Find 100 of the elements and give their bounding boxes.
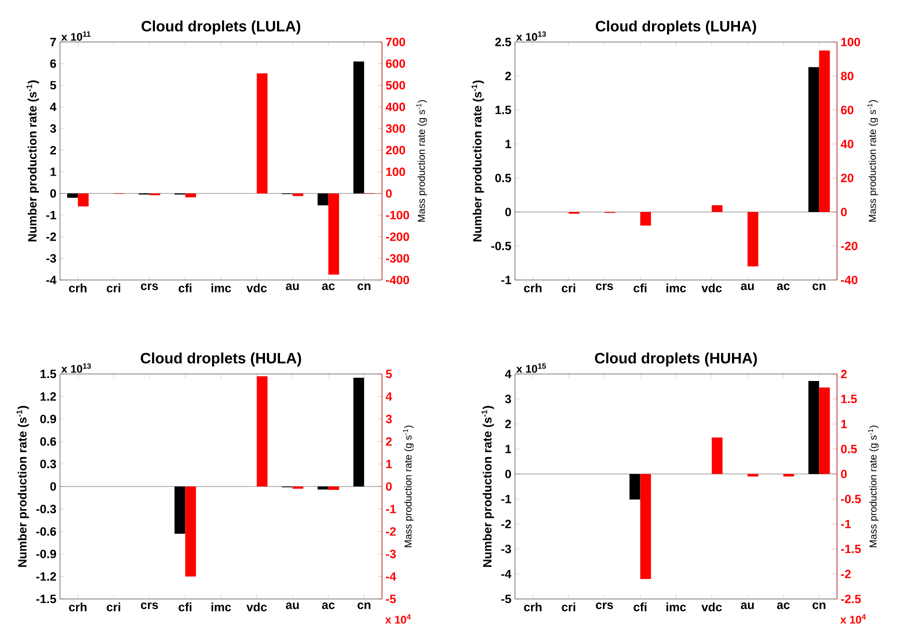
y-tick-label: 0	[50, 189, 56, 198]
text: x 10$^{4}$	[385, 614, 411, 624]
y-tick-label: -3	[501, 544, 512, 554]
x-tick-label: crh	[69, 602, 86, 612]
y-tick-label: 0	[505, 208, 511, 216]
y2-tick-label: -5	[386, 594, 396, 604]
y2-tick-label: 0.5	[841, 444, 857, 454]
x-tick-label: ac	[777, 284, 790, 290]
y2-tick-label: -100	[386, 210, 410, 220]
bar	[748, 474, 758, 476]
y-tick-label: 1	[506, 444, 512, 454]
x-tick-label: crh	[524, 284, 542, 292]
x-tick-label: vdc	[701, 284, 722, 292]
y-tick-label: 4	[50, 102, 56, 112]
x-tick-label: cri	[562, 284, 576, 292]
x-tick-label: au	[286, 284, 299, 290]
x-tick-label: imc	[666, 284, 686, 292]
y-tick-label: -0.6	[36, 527, 56, 536]
x-tick-label: crs	[596, 284, 613, 290]
y-tick-label: -4	[501, 570, 512, 578]
x-tick-label: au	[740, 284, 754, 290]
text: x 10$^{13}$	[61, 363, 91, 373]
text: x 10$^{4}$	[840, 614, 866, 624]
chart-title: Cloud droplets (HULA)	[140, 352, 302, 366]
y-tick-label: -0.9	[36, 550, 56, 558]
bar	[712, 437, 723, 474]
y2-tick-label: -1	[841, 520, 851, 528]
x-tick-label: crh	[524, 602, 542, 612]
chart-title: Cloud droplets (LULA)	[142, 20, 300, 34]
x-tick-label: cri	[106, 284, 120, 292]
x-tick-label: cn	[358, 602, 370, 610]
x-tick-label: crh	[69, 284, 86, 292]
y-tick-label: 6	[50, 59, 56, 68]
x-tick-label: au	[286, 602, 299, 610]
y-tick-label: -1	[46, 210, 56, 220]
y2-tick-label: -3	[386, 550, 396, 558]
y-tick-label: 1.5	[496, 106, 512, 114]
y-tick-label: -1	[501, 276, 512, 284]
x-tick-label: imc	[666, 602, 686, 612]
y2-tick-label: -20	[841, 242, 858, 250]
y2-tick-label: 40	[840, 140, 854, 148]
y2-tick-label: -1.5	[841, 544, 861, 554]
x-tick-label: crs	[596, 602, 613, 610]
x-tick-label: cfi	[178, 284, 192, 292]
y-tick-label: 1.2	[40, 392, 56, 401]
x-tick-label: vdc	[701, 602, 722, 612]
x-tick-label: vdc	[246, 602, 267, 612]
y2-tick-label: -2.5	[841, 594, 861, 604]
chart-title: Cloud droplets (LUHA)	[596, 20, 756, 34]
y-axis-title: Number production rate (s$^{-1}$)	[16, 406, 29, 567]
x-tick-label: cn	[812, 284, 826, 290]
y-tick-label: 0	[50, 482, 56, 491]
text: x 10$^{11}$	[61, 31, 91, 41]
y2-axis-title: Mass production rate (g s$^{-1}$)	[867, 100, 878, 222]
bar	[640, 212, 651, 226]
y-tick-label: -5	[501, 594, 512, 604]
y-tick-label: -2	[46, 232, 56, 241]
y-tick-label: -1.2	[36, 572, 56, 581]
x-tick-label: cri	[562, 602, 576, 612]
x-tick-label: au	[740, 602, 754, 610]
y2-tick-label: -200	[386, 232, 410, 241]
y2-tick-label: -400	[386, 276, 410, 284]
y-tick-label: 4	[504, 370, 512, 378]
y-tick-label: 1	[506, 140, 512, 148]
bar	[748, 212, 758, 266]
y-tick-label: 0	[505, 470, 511, 478]
y-tick-label: 0.9	[40, 414, 56, 424]
y2-tick-label: -2	[386, 527, 396, 536]
y-tick-label: 5	[50, 81, 56, 90]
y2-tick-label: 0	[841, 470, 847, 478]
chart-title: Cloud droplets (HUHA)	[594, 352, 757, 366]
y-tick-label: -4	[46, 276, 56, 284]
x-tick-label: ac	[777, 602, 790, 610]
x-tick-label: crs	[140, 284, 158, 290]
y-tick-label: 3	[50, 124, 56, 133]
y2-tick-label: 0	[386, 189, 392, 198]
y2-tick-label: -1	[386, 504, 396, 514]
y2-tick-label: 0	[386, 482, 392, 491]
y-tick-label: 1	[50, 168, 56, 176]
y-tick-label: 0.3	[40, 460, 56, 468]
y-tick-label: -1.5	[36, 594, 56, 604]
x-tick-label: crs	[140, 602, 158, 610]
y2-tick-label: 100	[386, 168, 406, 176]
y2-tick-label: 20	[840, 174, 854, 182]
y2-axis-title: Mass production rate (g s$^{-1}$)	[416, 100, 427, 222]
y-tick-label: 2	[505, 420, 511, 428]
y-tick-label: -0.5	[491, 242, 512, 250]
y2-tick-label: -0.5	[841, 494, 861, 504]
x-tick-label: cfi	[634, 284, 646, 292]
y-axis-title: Number production rate (s$^{-1}$)	[26, 80, 39, 242]
x-tick-label: cri	[106, 602, 120, 612]
y2-tick-label: 1	[841, 420, 847, 428]
y-tick-label: -2	[501, 520, 511, 528]
y2-tick-label: 400	[386, 102, 406, 112]
y2-tick-label: 4	[386, 392, 392, 401]
y-tick-label: 7	[50, 38, 56, 46]
y-tick-label: 3	[505, 394, 512, 404]
y-tick-label: -3	[46, 254, 56, 263]
y2-tick-label: 3	[386, 414, 392, 424]
x-tick-label: vdc	[246, 284, 267, 292]
